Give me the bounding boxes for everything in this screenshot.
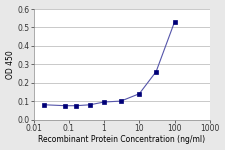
X-axis label: Recombinant Protein Concentration (ng/ml): Recombinant Protein Concentration (ng/ml… bbox=[38, 135, 205, 144]
Y-axis label: OD 450: OD 450 bbox=[6, 50, 15, 79]
